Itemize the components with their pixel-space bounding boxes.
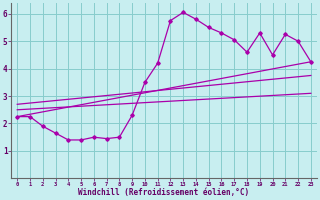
X-axis label: Windchill (Refroidissement éolien,°C): Windchill (Refroidissement éolien,°C) <box>78 188 250 197</box>
